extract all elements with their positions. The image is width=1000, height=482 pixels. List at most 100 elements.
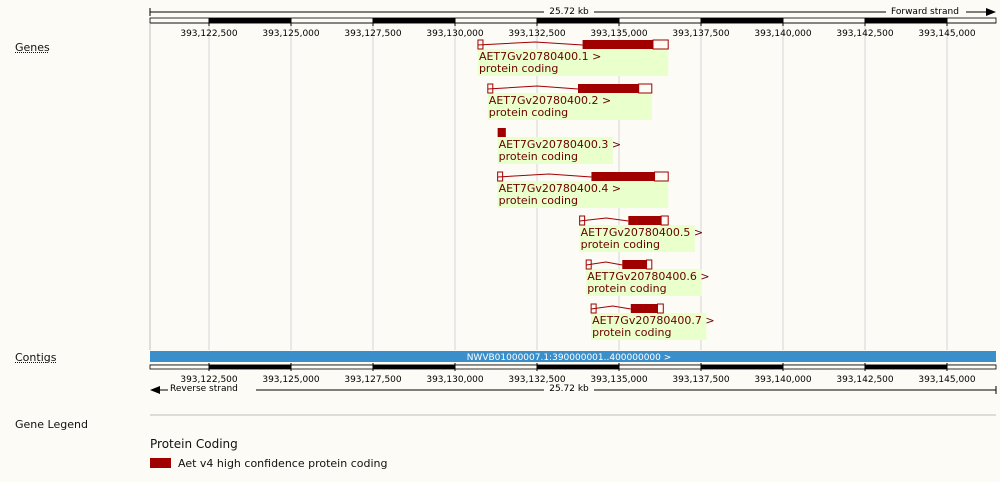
ruler-segment xyxy=(701,18,783,23)
coding-exon-block xyxy=(630,304,658,313)
intron-line xyxy=(477,41,583,46)
ruler-segment xyxy=(701,365,783,369)
gene-name[interactable]: AET7Gv20780400.2 > xyxy=(489,94,611,107)
scale-tick-label: 393,137,500 xyxy=(672,375,730,385)
utr-block xyxy=(497,171,504,182)
utr-block xyxy=(477,39,484,50)
coding-exon-block xyxy=(628,216,662,225)
scale-tick-label: 393,127,500 xyxy=(344,29,402,39)
gene-name[interactable]: AET7Gv20780400.1 > xyxy=(479,50,601,63)
scale-tick-label: 393,142,500 xyxy=(836,375,894,385)
gene-transcript[interactable]: AET7Gv20780400.6 >protein coding xyxy=(585,259,710,296)
length-label: 25.72 kb xyxy=(549,384,589,394)
scale-tick-label: 393,137,500 xyxy=(672,29,730,39)
reverse-strand-label: Reverse strand xyxy=(170,384,238,394)
gene-transcript[interactable]: AET7Gv20780400.2 >protein coding xyxy=(487,83,653,120)
coding-exon-block xyxy=(582,40,653,49)
gene-label-background xyxy=(586,269,702,296)
coding-exon-block xyxy=(578,84,639,93)
scale-tick-label: 393,132,500 xyxy=(508,29,566,39)
utr-block xyxy=(654,171,669,182)
scale-tick-label: 393,140,000 xyxy=(754,29,812,39)
scale-tick-label: 393,130,000 xyxy=(426,29,484,39)
gene-biotype: protein coding xyxy=(581,238,660,251)
intron-line xyxy=(579,217,629,222)
bottom-scale-bar: 393,122,500 393,125,000 393,127,500 393,130… xyxy=(149,363,997,394)
ruler-segment xyxy=(537,365,619,369)
gene-biotype: protein coding xyxy=(499,194,578,207)
length-label: 25.72 kb xyxy=(549,7,589,17)
gene-biotype: protein coding xyxy=(587,282,666,295)
legend-entry-label: Aet v4 high confidence protein coding xyxy=(178,457,388,470)
genes-track: AET7Gv20780400.1 >protein codingAET7Gv20… xyxy=(477,39,715,340)
gene-biotype: protein coding xyxy=(489,106,568,119)
ruler-segment xyxy=(373,18,455,23)
gene-label-background xyxy=(477,49,669,76)
scale-tick-label: 393,142,500 xyxy=(836,29,894,39)
contig-bar[interactable] xyxy=(150,351,996,362)
legend-color-swatch xyxy=(150,458,171,468)
gene-biotype: protein coding xyxy=(592,326,671,339)
gene-transcript[interactable]: AET7Gv20780400.7 >protein coding xyxy=(590,303,715,340)
gene-label-background xyxy=(497,137,613,164)
gene-name[interactable]: AET7Gv20780400.3 > xyxy=(499,138,621,151)
scale-tick-label: 393,122,500 xyxy=(180,29,238,39)
ruler-segment xyxy=(865,365,947,369)
forward-arrow-head xyxy=(986,8,996,16)
scale-tick-label: 393,145,000 xyxy=(918,29,976,39)
ruler-segment xyxy=(537,18,619,23)
gene-label-background xyxy=(579,225,695,252)
utr-block xyxy=(579,215,586,226)
contigs-track-label[interactable]: Contigs xyxy=(15,351,57,364)
utr-block xyxy=(660,215,669,226)
scale-tick-label: 393,145,000 xyxy=(918,375,976,385)
scale-tick-label: 393,125,000 xyxy=(262,375,320,385)
gene-name[interactable]: AET7Gv20780400.7 > xyxy=(592,314,714,327)
forward-strand-label: Forward strand xyxy=(891,7,959,17)
contigs-track: NWVB01000007.1:390000001..400000000 > xyxy=(150,351,996,363)
intron-line xyxy=(586,261,623,266)
intron-line xyxy=(487,85,579,90)
gene-name[interactable]: AET7Gv20780400.6 > xyxy=(587,270,709,283)
legend-heading: Protein Coding xyxy=(150,437,238,451)
gene-name[interactable]: AET7Gv20780400.5 > xyxy=(581,226,703,239)
scale-tick-label: 393,132,500 xyxy=(508,375,566,385)
intron-line xyxy=(591,305,631,310)
utr-block xyxy=(657,303,664,314)
reverse-arrow-head xyxy=(150,386,160,394)
utr-block xyxy=(590,303,597,314)
intron-line xyxy=(497,173,592,178)
gene-transcript[interactable]: AET7Gv20780400.5 >protein coding xyxy=(579,215,703,252)
ruler-segment xyxy=(209,18,291,23)
gene-label-background xyxy=(497,181,669,208)
ruler-segment xyxy=(209,365,291,369)
genes-track-label[interactable]: Genes xyxy=(15,41,50,54)
utr-block xyxy=(652,39,669,50)
scale-tick-label: 393,140,000 xyxy=(754,375,812,385)
scale-tick-label: 393,125,000 xyxy=(262,29,320,39)
gene-legend-title: Gene Legend xyxy=(15,418,88,431)
ruler-segment xyxy=(865,18,947,23)
scale-tick-label: 393,135,000 xyxy=(590,375,648,385)
gene-transcript[interactable]: AET7Gv20780400.3 >protein coding xyxy=(497,128,621,164)
gene-transcript[interactable]: AET7Gv20780400.4 >protein coding xyxy=(497,171,669,208)
gene-biotype: protein coding xyxy=(499,150,578,163)
coding-exon-block xyxy=(622,260,647,269)
scale-tick-label: 393,127,500 xyxy=(344,375,402,385)
utr-block xyxy=(487,83,494,94)
gene-label-background xyxy=(591,313,707,340)
scale-tick-label: 393,130,000 xyxy=(426,375,484,385)
scale-tick-label: 393,135,000 xyxy=(590,29,648,39)
gene-label-background xyxy=(487,93,652,120)
ruler-segment xyxy=(373,365,455,369)
utr-block xyxy=(646,259,653,270)
gene-name[interactable]: AET7Gv20780400.4 > xyxy=(499,182,621,195)
utr-block xyxy=(638,83,653,94)
coding-exon-block xyxy=(591,172,655,181)
coding-exon-block xyxy=(497,128,506,137)
scale-tick-label: 393,122,500 xyxy=(180,375,238,385)
top-scale-bar: 25.72 kb Forward strand 393,122,500 393,125… xyxy=(149,7,997,39)
gene-transcript[interactable]: AET7Gv20780400.1 >protein coding xyxy=(477,39,669,76)
